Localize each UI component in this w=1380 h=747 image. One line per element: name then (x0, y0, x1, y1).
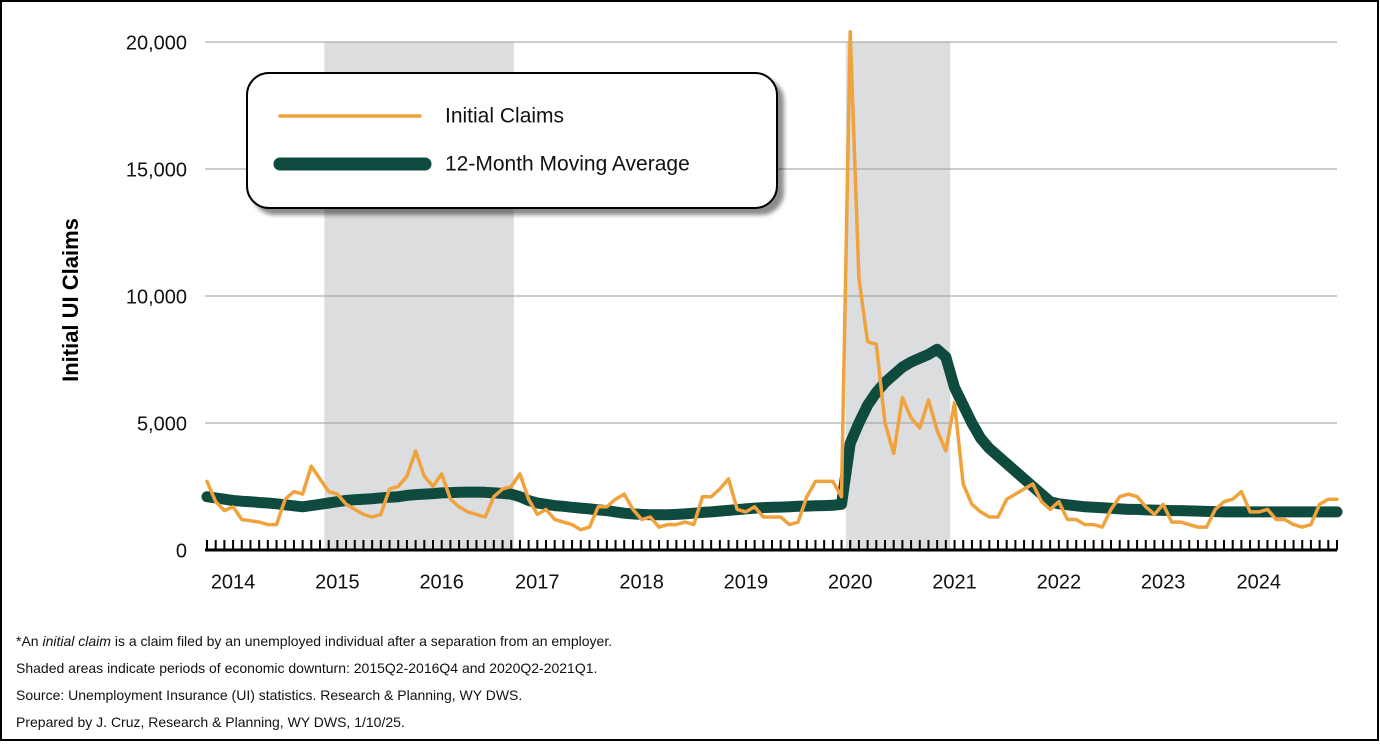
x-tick-label: 2024 (1237, 571, 1282, 593)
x-tick-label: 2022 (1037, 571, 1082, 593)
legend-label: 12-Month Moving Average (445, 153, 690, 176)
legend-label: Initial Claims (445, 105, 564, 128)
y-tick-label: 5,000 (137, 413, 187, 435)
y-tick-label: 20,000 (126, 32, 187, 54)
y-tick-label: 15,000 (126, 159, 187, 181)
footnote-rest: is a claim filed by an unemployed indivi… (111, 633, 612, 649)
legend-box (246, 72, 778, 209)
footnote: *An initial claim is a claim filed by an… (16, 633, 612, 649)
claims-line (205, 30, 1339, 532)
footnote-term: initial claim (42, 633, 111, 649)
x-tick-label: 2023 (1141, 571, 1186, 593)
y-axis-title: Initial UI Claims (58, 218, 83, 382)
x-tick-label: 2014 (211, 571, 256, 593)
footnote-lead: *An (16, 633, 42, 649)
x-tick-label: 2018 (619, 571, 664, 593)
x-tick-label: 2021 (932, 571, 977, 593)
x-tick-label: 2015 (315, 571, 360, 593)
footnote: Source: Unemployment Insurance (UI) stat… (16, 687, 522, 703)
y-tick-label: 0 (176, 540, 187, 562)
footnote: Prepared by J. Cruz, Research & Planning… (16, 714, 405, 730)
x-tick-label: 2019 (724, 571, 769, 593)
x-tick-label: 2020 (828, 571, 873, 593)
x-tick-label: 2016 (419, 571, 464, 593)
footnote: Shaded areas indicate periods of economi… (16, 660, 597, 676)
x-tick-label: 2017 (515, 571, 560, 593)
y-tick-label: 10,000 (126, 286, 187, 308)
